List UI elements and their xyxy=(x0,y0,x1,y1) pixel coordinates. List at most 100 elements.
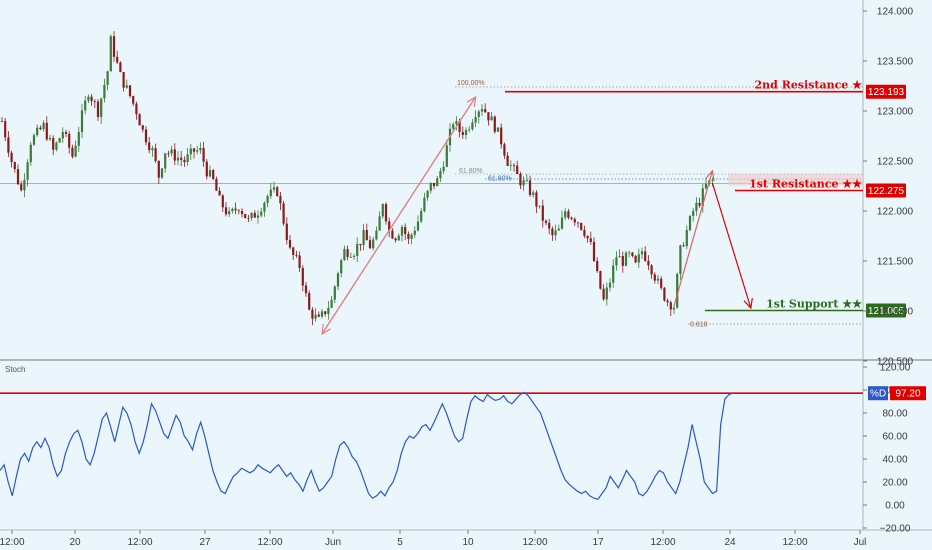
candle-body xyxy=(317,314,320,317)
candle-body xyxy=(564,211,567,218)
candle-body xyxy=(544,220,548,223)
candle-body xyxy=(464,129,468,135)
candle-body xyxy=(474,116,477,123)
rise-arrow-shaft xyxy=(673,170,713,307)
time-tick-label: 12:00 xyxy=(522,537,547,548)
stoch-d-tag xyxy=(868,386,888,401)
resistance-2-tag-value: 123.193 xyxy=(868,87,905,98)
candle-body xyxy=(701,188,704,206)
candle-body xyxy=(157,160,160,178)
candle-body xyxy=(304,285,308,294)
candle-body xyxy=(26,162,29,180)
candle-body xyxy=(432,182,436,187)
candle-body xyxy=(119,62,122,73)
fib-arrow-upper-shaft xyxy=(321,96,477,335)
time-tick-label: Jun xyxy=(325,537,341,548)
resistance-2-label: 2nd Resistance ★ xyxy=(755,79,863,92)
candle-body xyxy=(685,230,688,247)
candle-body xyxy=(400,227,404,236)
candle-body xyxy=(186,154,189,163)
fib-618-grey-label: 61.80% xyxy=(459,168,483,175)
price-tick-label: 123.500 xyxy=(877,57,914,68)
candle-body xyxy=(423,197,426,212)
candle-body xyxy=(660,278,663,288)
candle-body xyxy=(698,202,701,206)
candle-body xyxy=(112,36,116,57)
candle-body xyxy=(480,109,484,112)
candle-body xyxy=(13,162,16,170)
candle-body xyxy=(189,148,192,155)
candle-body xyxy=(42,122,45,130)
candle-body xyxy=(589,238,592,242)
candle-body xyxy=(10,152,13,163)
candle-body xyxy=(64,132,68,134)
candle-body xyxy=(301,267,304,286)
candle-body xyxy=(173,149,176,161)
candle-body xyxy=(96,101,100,117)
candle-body xyxy=(640,251,644,255)
candle-body xyxy=(55,142,58,150)
stoch-tick-label: 40.00 xyxy=(882,455,907,466)
candle-body xyxy=(420,211,423,222)
candle-body xyxy=(349,256,352,258)
candle-body xyxy=(308,293,311,310)
time-tick-label: 12:00 xyxy=(0,537,25,548)
candle-body xyxy=(167,153,170,155)
candle-body xyxy=(234,208,237,211)
stoch-tick-label: 20.00 xyxy=(882,478,907,489)
candle-body xyxy=(330,299,333,308)
candle-body xyxy=(250,212,253,219)
candle-body xyxy=(605,287,608,300)
candle-body xyxy=(560,217,564,229)
candle-body xyxy=(535,192,538,207)
candle-body xyxy=(599,271,602,289)
candle-body xyxy=(637,254,640,263)
stoch-d-tag-label: %D xyxy=(870,389,886,400)
candle-body xyxy=(567,211,570,218)
price-tick-label: 121.500 xyxy=(877,257,914,268)
time-tick-label: Jul xyxy=(854,537,867,548)
candle-body xyxy=(192,148,196,152)
time-tick-label: 5 xyxy=(397,537,403,548)
candle-body xyxy=(512,165,516,167)
support-1-tag-value: 121.005 xyxy=(868,306,905,317)
time-tick-label: 17 xyxy=(592,537,604,548)
candle-body xyxy=(218,190,221,196)
stoch-title: Stoch xyxy=(5,365,25,374)
candle-body xyxy=(292,247,295,255)
candle-body xyxy=(333,286,336,300)
candle-body xyxy=(650,265,653,275)
candle-body xyxy=(439,171,442,179)
candle-body xyxy=(618,256,621,258)
stoch-value-tag xyxy=(890,386,926,401)
candle-body xyxy=(183,159,186,163)
candle-body xyxy=(23,179,26,191)
candle-body xyxy=(388,221,391,231)
drawings xyxy=(321,95,753,336)
candle-body xyxy=(144,129,148,143)
stoch-tick-label: 60.00 xyxy=(882,432,907,443)
candle-body xyxy=(490,116,493,121)
candle-body xyxy=(276,187,279,196)
candle-body xyxy=(282,203,285,224)
candle-body xyxy=(32,135,36,145)
time-tick-label: 12:00 xyxy=(257,537,282,548)
time-tick-label: 27 xyxy=(199,537,211,548)
candle-body xyxy=(397,235,400,241)
candle-body xyxy=(352,255,356,257)
candle-body xyxy=(135,103,138,115)
candle-body xyxy=(528,180,532,195)
candle-body xyxy=(455,121,458,125)
candle-body xyxy=(279,195,282,204)
candle-body xyxy=(52,138,55,150)
candle-body xyxy=(141,125,144,130)
candle-body xyxy=(391,230,394,239)
candle-body xyxy=(653,274,656,281)
candle-body xyxy=(260,211,263,216)
fib-ext-label: 0.618 xyxy=(690,322,708,329)
candle-body xyxy=(410,234,413,239)
candle-body xyxy=(458,121,461,133)
candle-body xyxy=(375,230,378,240)
stoch-value-tag-label: 97.20 xyxy=(895,389,920,400)
